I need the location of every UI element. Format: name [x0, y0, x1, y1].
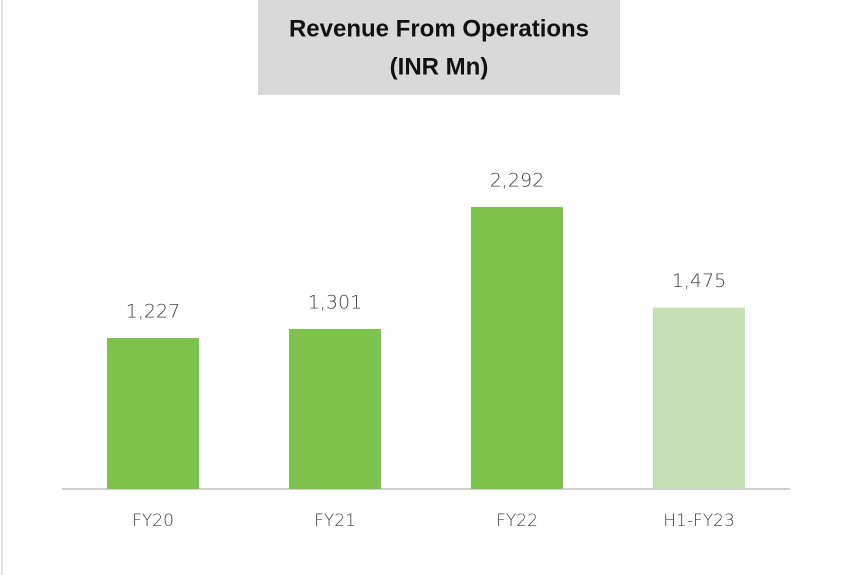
title-box [258, 0, 620, 95]
chart-subtitle: (INR Mn) [390, 53, 489, 80]
chart-title: Revenue From Operations [289, 15, 589, 42]
x-tick-label: H1-FY23 [663, 511, 735, 531]
value-label: 1,475 [672, 270, 726, 292]
bar [107, 338, 199, 489]
x-tick-label: FY20 [132, 511, 174, 531]
x-tick-label: FY21 [314, 511, 356, 531]
value-label: 1,227 [126, 301, 180, 323]
bar [653, 307, 745, 489]
value-label: 2,292 [490, 170, 544, 192]
bar [471, 207, 563, 489]
bar [289, 328, 381, 489]
value-label: 1,301 [308, 291, 362, 313]
x-tick-label: FY22 [496, 511, 538, 531]
